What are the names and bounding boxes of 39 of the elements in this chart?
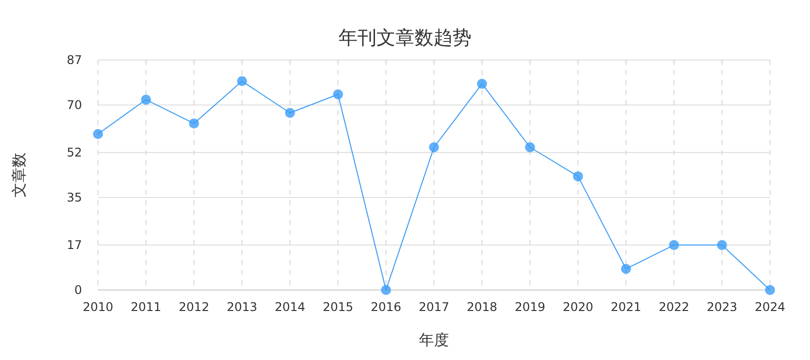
x-tick-label: 2014 — [274, 300, 306, 314]
point — [573, 171, 583, 182]
point — [621, 264, 631, 274]
point — [381, 285, 391, 295]
point — [477, 78, 487, 89]
point — [189, 118, 199, 128]
point — [285, 108, 295, 118]
x-tick-label: 2013 — [226, 300, 258, 314]
x-tick-label: 2017 — [418, 300, 450, 314]
point — [765, 285, 775, 295]
x-axis-title: 年度 — [419, 331, 449, 349]
y-tick-label: 35 — [66, 190, 82, 204]
point — [333, 89, 343, 100]
x-tick-label: 2016 — [370, 300, 402, 314]
x-tick-label: 2021 — [610, 300, 642, 314]
y-axis-title: 文章数 — [10, 152, 28, 198]
point — [93, 129, 103, 140]
x-tick-label: 2024 — [754, 300, 786, 314]
point — [717, 240, 727, 250]
x-tick-label: 2012 — [178, 300, 210, 314]
chart-title: 年刊文章数趋势 — [338, 27, 472, 49]
y-tick-label: 52 — [66, 146, 82, 160]
y-tick-label: 0 — [74, 283, 82, 297]
point — [669, 240, 679, 250]
x-tick-label: 2019 — [514, 300, 546, 314]
x-tick-label: 2020 — [562, 300, 594, 314]
x-tick-label: 2023 — [706, 300, 738, 314]
point — [141, 94, 151, 105]
x-tick-label: 2015 — [322, 300, 354, 314]
point — [429, 142, 439, 152]
y-tick-label: 17 — [66, 238, 82, 252]
x-tick-label: 2011 — [130, 300, 162, 314]
x-tick-label: 2018 — [466, 300, 498, 314]
point — [525, 142, 535, 152]
x-tick-label: 2022 — [658, 300, 690, 314]
y-tick-label: 87 — [66, 53, 82, 67]
point — [237, 76, 247, 86]
x-tick-label: 2010 — [82, 300, 114, 314]
y-tick-label: 70 — [66, 98, 82, 112]
